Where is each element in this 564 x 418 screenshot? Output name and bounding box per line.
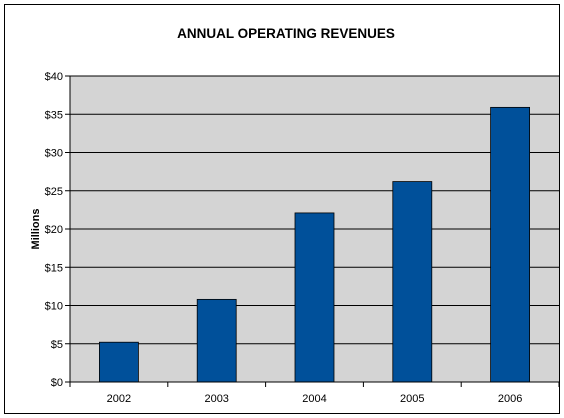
x-tick-label: 2006	[498, 393, 522, 405]
y-axis-title: Millions	[30, 209, 42, 250]
bar	[196, 298, 237, 383]
y-tick-label: $15	[45, 262, 63, 274]
y-tick-label: $20	[45, 224, 63, 236]
y-tick-label: $40	[45, 71, 63, 83]
y-tick-label: $10	[45, 301, 63, 313]
x-tick-label: 2002	[107, 393, 131, 405]
bars	[99, 106, 531, 383]
x-tick-label: 2004	[302, 393, 326, 405]
y-tick-label: $0	[51, 377, 63, 389]
bar	[490, 106, 531, 383]
bar	[99, 341, 139, 383]
y-tick-label: $25	[45, 186, 63, 198]
axes	[65, 75, 560, 387]
y-tick-label: $30	[45, 148, 63, 160]
x-tick-label: 2003	[204, 393, 228, 405]
y-tick-labels: $0 $5 $10 $15 $20 $25 $30 $35 $40	[45, 71, 63, 389]
chart-title: ANNUAL OPERATING REVENUES	[177, 26, 395, 41]
bar	[392, 181, 433, 383]
x-tick-label: 2005	[400, 393, 424, 405]
bar	[294, 212, 335, 383]
y-tick-label: $5	[51, 339, 63, 351]
x-tick-labels: 2002 2003 2004 2005 2006	[107, 393, 523, 405]
y-tick-label: $35	[45, 109, 63, 121]
